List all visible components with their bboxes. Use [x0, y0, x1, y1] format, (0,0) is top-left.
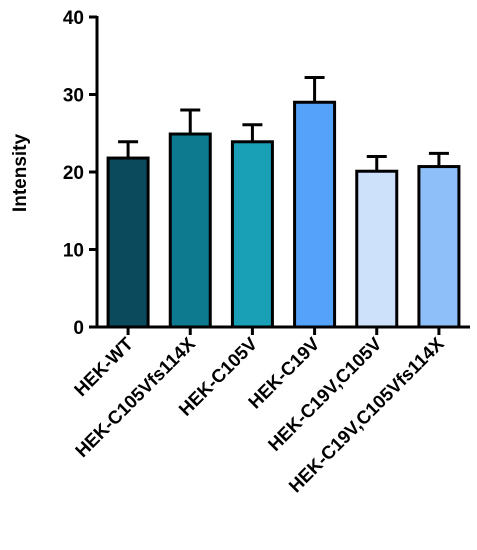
y-tick-label: 40 [63, 8, 84, 29]
y-axis-label: Intensity [10, 134, 31, 213]
x-tick-labels: HEK-WTHEK-C105Vfs114XHEK-C105VHEK-C19VHE… [70, 327, 448, 496]
x-tick-label: HEK-C105Vfs114X [71, 333, 200, 462]
bar [293, 100, 337, 329]
bar [106, 156, 150, 329]
chart-axes [95, 16, 470, 329]
bar [417, 165, 461, 329]
chart-bars [106, 100, 461, 329]
x-tick-label: HEK-C19V,C105V [264, 333, 386, 455]
y-tick-label: 30 [63, 86, 84, 107]
bar [168, 132, 212, 329]
error-bars [118, 75, 449, 172]
bar [230, 140, 274, 329]
y-ticks: 0 10 20 30 40 [63, 8, 97, 339]
y-tick-label: 20 [63, 163, 84, 184]
y-tick-label: 0 [73, 318, 84, 339]
y-tick-label: 10 [63, 241, 84, 262]
bar [355, 169, 399, 329]
